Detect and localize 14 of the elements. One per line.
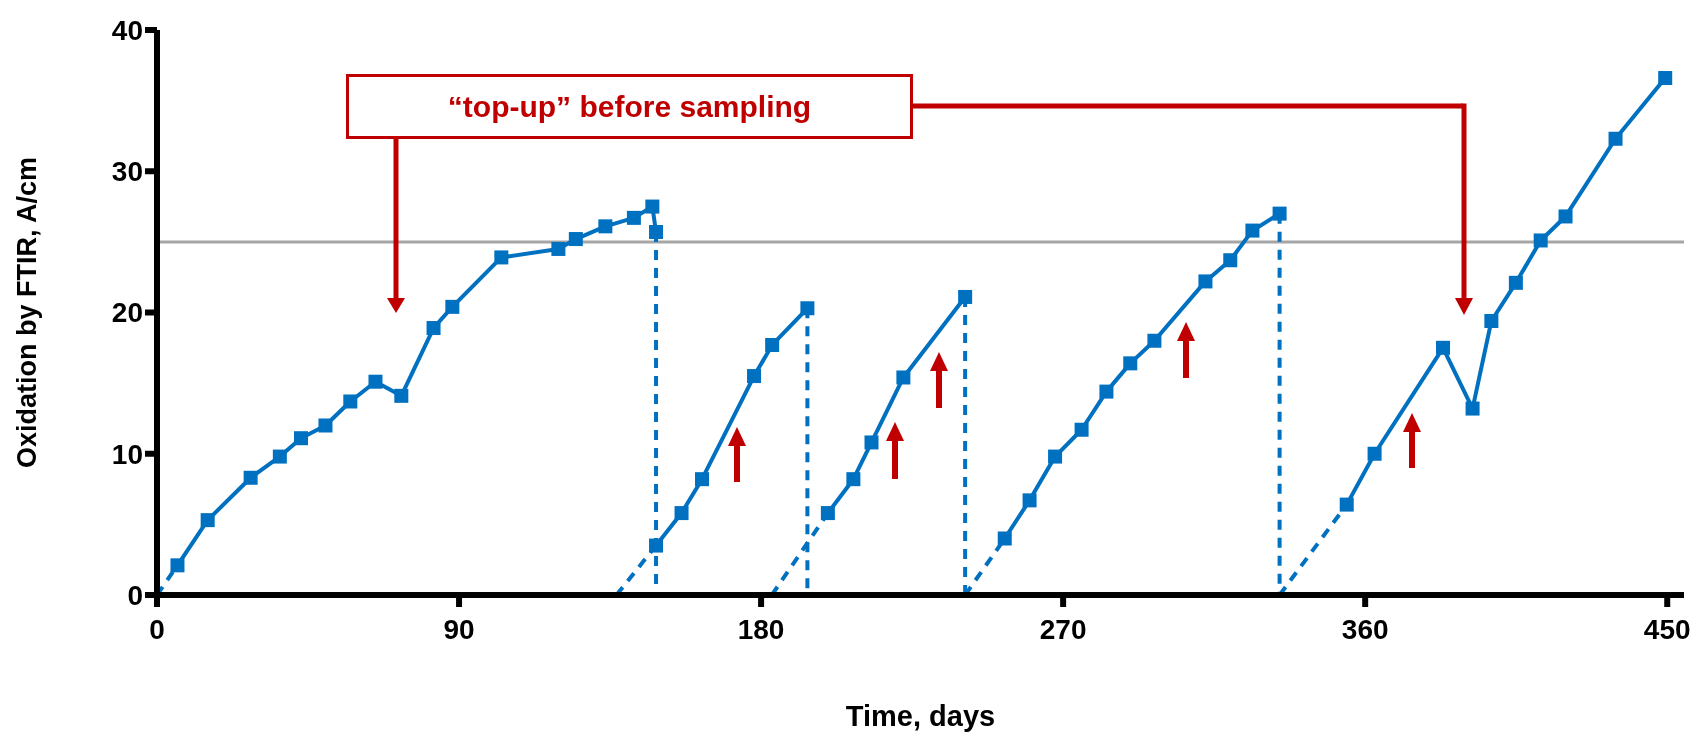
x-tick-label: 90 bbox=[443, 613, 475, 645]
y-tick-label: 20 bbox=[111, 297, 143, 329]
y-tick-label: 40 bbox=[111, 14, 143, 46]
y-tick-label: 0 bbox=[127, 579, 143, 611]
x-tick-label: 270 bbox=[1039, 613, 1087, 645]
x-tick-label: 360 bbox=[1341, 613, 1389, 645]
annotation: “top-up” before sampling bbox=[447, 89, 812, 124]
x-tick-label: 450 bbox=[1643, 613, 1691, 645]
y-tick-label: 30 bbox=[111, 156, 143, 188]
x-axis-title: Time, days bbox=[845, 700, 996, 732]
x-tick-label: 0 bbox=[149, 613, 165, 645]
x-tick-label: 180 bbox=[737, 613, 785, 645]
y-axis-title: Oxidation by FTIR, A/cm bbox=[11, 156, 42, 469]
y-tick-label: 10 bbox=[111, 438, 143, 470]
